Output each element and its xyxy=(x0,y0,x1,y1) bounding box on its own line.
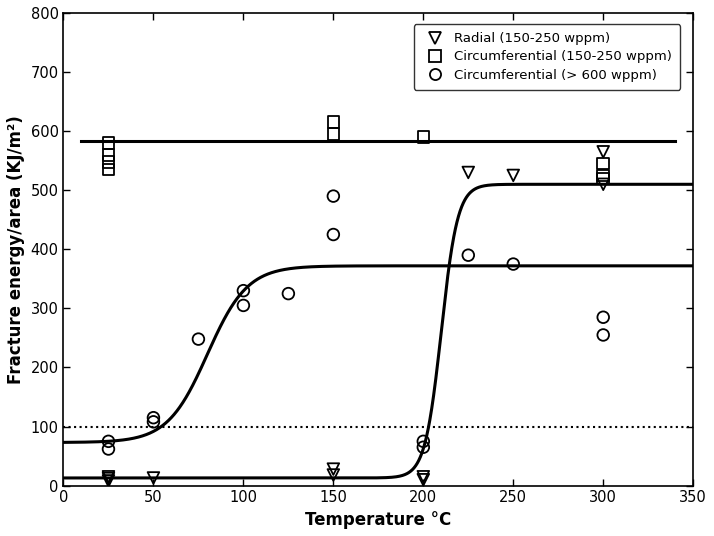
Point xyxy=(103,477,114,485)
Point xyxy=(148,474,159,482)
Point xyxy=(103,473,114,481)
Y-axis label: Fracture energy/area (KJ/m²): Fracture energy/area (KJ/m²) xyxy=(7,115,25,384)
Point xyxy=(328,118,339,126)
Point xyxy=(103,474,114,483)
Legend: Radial (150-250 wppm), Circumferential (150-250 wppm), Circumferential (> 600 wp: Radial (150-250 wppm), Circumferential (… xyxy=(413,24,680,90)
Point xyxy=(103,165,114,174)
Point xyxy=(193,335,204,344)
Point xyxy=(238,301,249,310)
Point xyxy=(328,230,339,239)
Point xyxy=(328,465,339,473)
Point xyxy=(328,192,339,200)
Point xyxy=(598,331,609,339)
Point xyxy=(418,473,429,481)
Point xyxy=(598,313,609,322)
Point xyxy=(103,151,114,159)
Point xyxy=(103,158,114,166)
Point xyxy=(463,251,474,259)
Point xyxy=(598,159,609,168)
Point xyxy=(598,147,609,156)
Point xyxy=(463,168,474,177)
Point xyxy=(103,445,114,453)
X-axis label: Temperature °C: Temperature °C xyxy=(305,511,451,529)
Point xyxy=(328,130,339,138)
Point xyxy=(103,139,114,147)
Point xyxy=(328,471,339,479)
Point xyxy=(418,437,429,445)
Point xyxy=(148,413,159,422)
Point xyxy=(148,418,159,426)
Point xyxy=(508,260,519,269)
Point xyxy=(418,443,429,451)
Point xyxy=(283,289,294,298)
Point xyxy=(238,286,249,295)
Point xyxy=(598,180,609,189)
Point xyxy=(598,174,609,183)
Point xyxy=(508,171,519,180)
Point xyxy=(103,437,114,445)
Point xyxy=(598,171,609,180)
Point xyxy=(418,475,429,484)
Point xyxy=(418,133,429,142)
